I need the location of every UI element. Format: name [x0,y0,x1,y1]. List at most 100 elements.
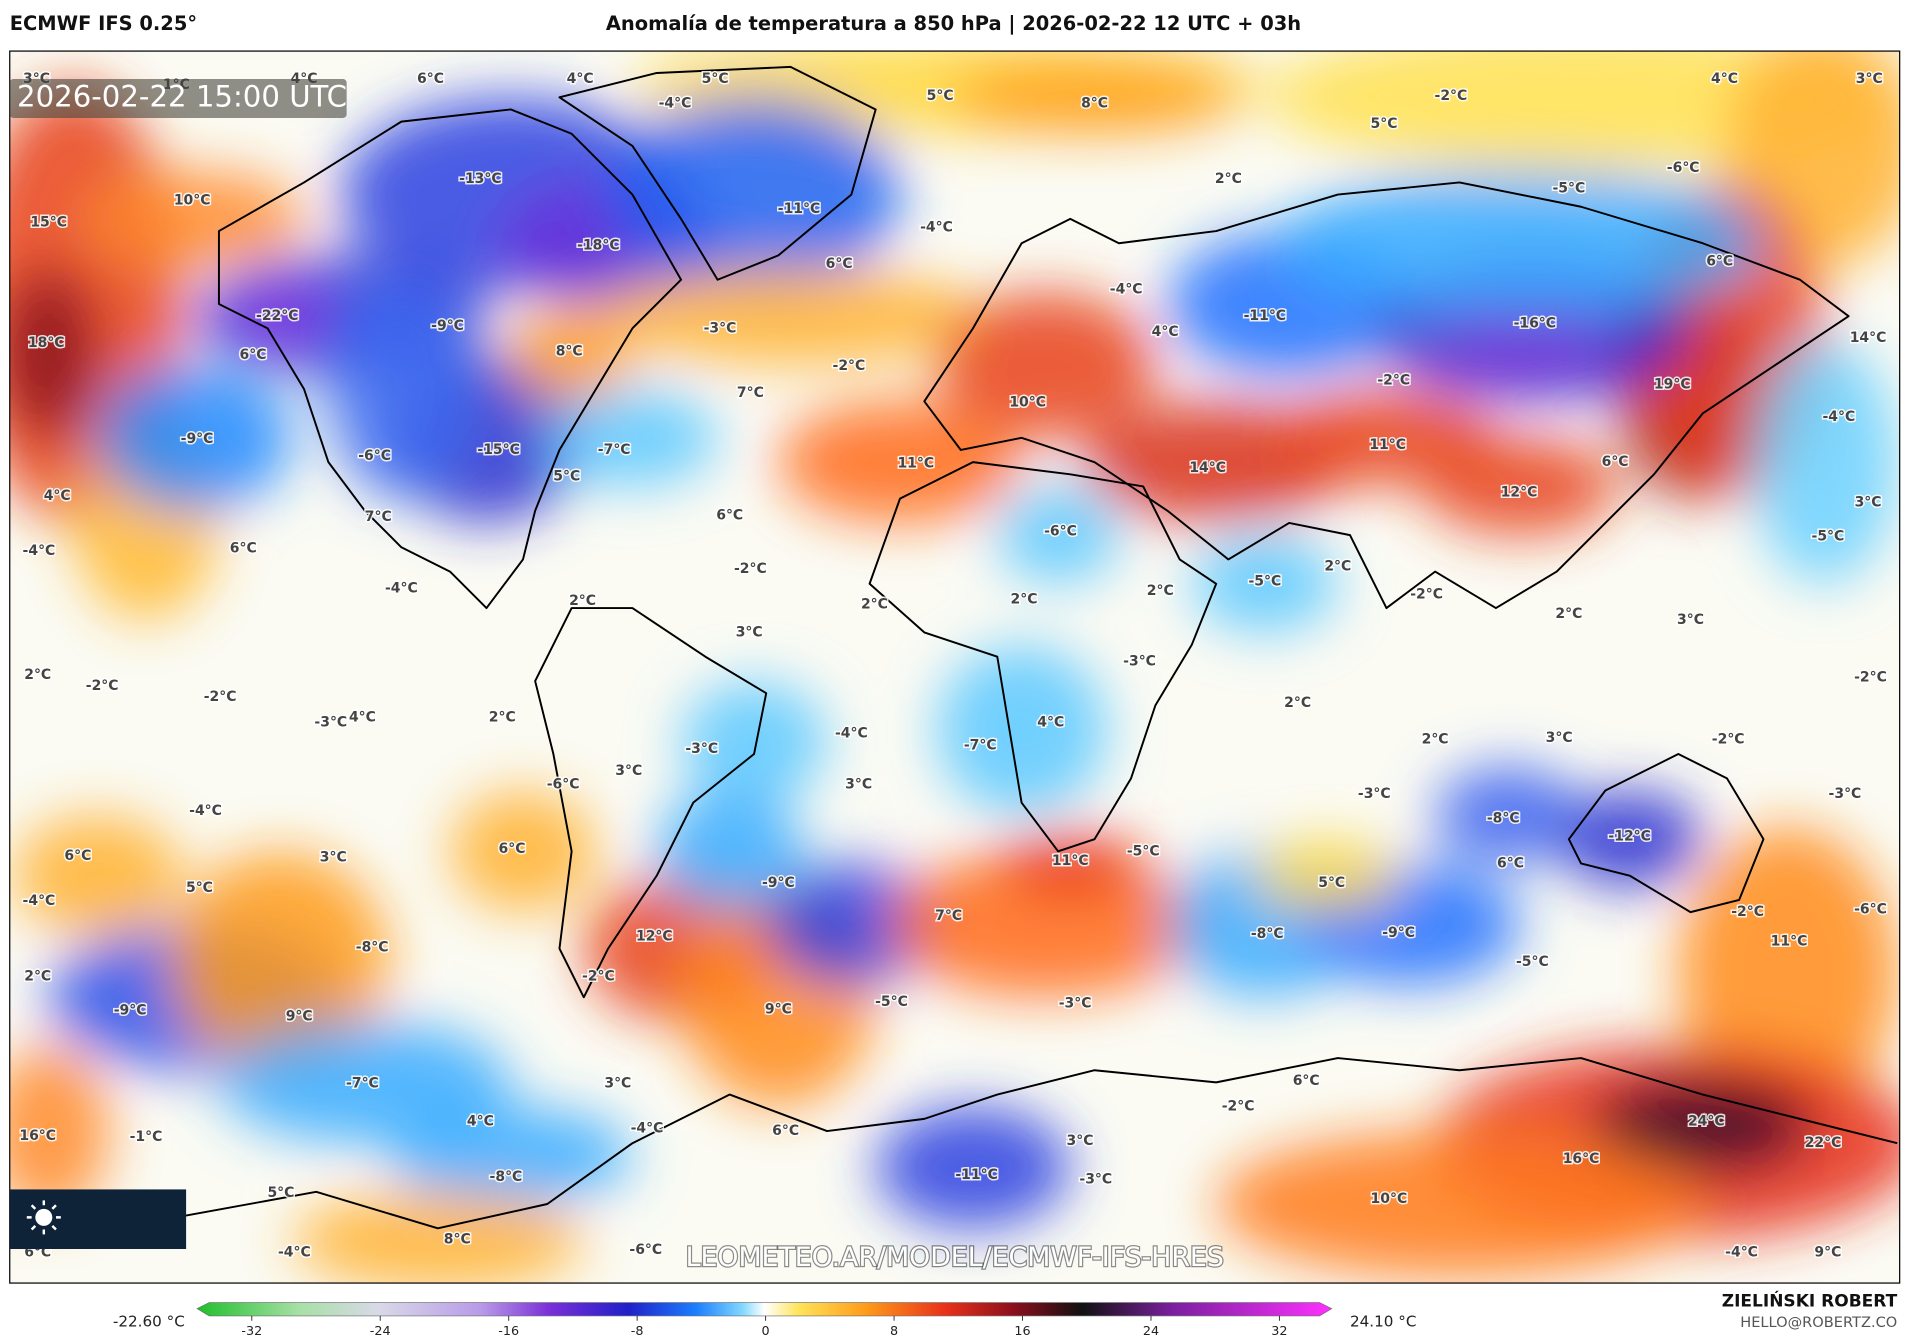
temperature-label: 4°C [467,1113,494,1129]
anomaly-blob [1277,170,1764,317]
anomaly-blob [97,364,292,511]
temperature-label: -11°C [1244,308,1286,324]
temperature-label: 10°C [1009,395,1046,411]
temperature-label: -22°C [256,308,298,324]
anomaly-field [9,51,1900,1284]
logo-sun [35,1208,53,1226]
temperature-label: 4°C [44,488,71,504]
temperature-label: -8°C [1251,926,1284,942]
anomaly-blob [389,1106,633,1205]
colorbar-tick-label: 16 [1014,1324,1030,1339]
temperature-label: -9°C [181,431,214,447]
temperature-label: -16°C [1514,316,1556,332]
temperature-label: 22°C [1805,1135,1842,1151]
temperature-label: -18°C [577,238,619,254]
temperature-label: -2°C [1435,88,1468,104]
timestamp: 2026-02-22 15:00 UTC [17,80,347,114]
temperature-label: -7°C [598,442,631,458]
temperature-label: -9°C [762,875,795,891]
colorbar-tick-label: -8 [631,1324,644,1339]
anomaly-blob [1435,766,1582,864]
temperature-label: 6°C [826,256,853,272]
logo [9,1189,187,1250]
temperature-label: 7°C [365,509,392,525]
colorbar-tick-label: 0 [762,1324,770,1339]
temperature-label: 10°C [1371,1191,1408,1207]
temperature-label: -6°C [1667,160,1700,176]
temperature-label: 11°C [1369,437,1406,453]
temperature-label: -2°C [582,969,615,985]
colorbar: -22.60 °C 24.10 °C -32 -24 -16 -8 0 8 16 24 32 [113,1302,1416,1339]
temperature-label: 16°C [1563,1151,1600,1167]
temperature-label: -4°C [23,893,56,909]
temperature-label: 6°C [1293,1073,1320,1089]
temperature-label: 3°C [1856,71,1883,87]
map: 3°C1°C6°C4°C5°C-4°C4°C5°C8°C-2°C5°C4°C3°… [9,51,1900,1284]
temperature-label: 3°C [1066,1133,1093,1149]
temperature-label: 4°C [1037,714,1064,730]
temperature-label: 11°C [1771,933,1808,949]
temperature-label: 8°C [1081,95,1108,111]
temperature-label: 2°C [489,710,516,726]
anomaly-blob [1593,1076,1813,1174]
temperature-label: -4°C [1725,1245,1758,1261]
temperature-label: -6°C [629,1242,662,1258]
temperature-label: -2°C [1731,904,1764,920]
temperature-label: 19°C [1654,376,1691,392]
temperature-label: 14°C [1189,460,1226,476]
watermark: LEOMETEO.AR/MODEL/ECMWF-IFS-HRES [686,1242,1224,1273]
temperature-label: 2°C [861,596,888,612]
temperature-label: -3°C [1079,1172,1112,1188]
temperature-label: 11°C [897,455,934,471]
temperature-label: -2°C [734,561,767,577]
temperature-label: -9°C [431,318,464,334]
temperature-label: -8°C [356,939,389,955]
anomaly-blob [1252,839,1399,913]
temperature-label: 6°C [1497,855,1524,871]
temperature-label: 12°C [636,928,673,944]
temperature-label: 4°C [567,71,594,87]
temperature-label: 2°C [569,593,596,609]
temperature-label: -7°C [964,738,997,754]
temperature-label: -3°C [1358,786,1391,802]
anomaly-blob [510,304,633,402]
temperature-label: -2°C [1377,373,1410,389]
anomaly-blob [450,790,596,913]
anomaly-blob [12,814,183,937]
anomaly-blob [1422,437,1618,536]
author: ZIELIŃSKI ROBERT [1722,1289,1898,1311]
anomaly-blob [778,401,1022,523]
temperature-label: -2°C [1410,587,1443,603]
temperature-label: 3°C [1855,494,1882,510]
temperature-label: -6°C [547,776,580,792]
temperature-label: -3°C [685,741,718,757]
temperature-label: 9°C [1814,1245,1841,1261]
temperature-label: 5°C [1318,875,1345,891]
temperature-label: 2°C [1324,559,1351,575]
temperature-label: -4°C [385,581,418,597]
temperature-label: 2°C [1422,731,1449,747]
anomaly-blob [328,279,475,499]
logo-rays [26,1200,61,1235]
temperature-label: 2°C [1215,171,1242,187]
temperature-label: -2°C [1222,1099,1255,1115]
anomaly-blob [1447,304,1594,378]
temperature-label: 14°C [1850,330,1887,346]
temperature-label: 3°C [845,776,872,792]
temperature-label: 2°C [1011,592,1038,608]
temperature-label: -3°C [1829,786,1862,802]
anomaly-blob [1751,340,1898,584]
temperature-label: -5°C [1552,181,1585,197]
temperature-label: -9°C [1382,925,1415,941]
temperature-label: 7°C [737,385,764,401]
temperature-label: -11°C [778,201,820,217]
temperature-label: 8°C [444,1231,471,1247]
temperature-label: 3°C [736,624,763,640]
temperature-label: -3°C [1059,995,1092,1011]
coastlines [182,65,1898,1230]
temperature-label: 5°C [702,71,729,87]
temperature-label: -5°C [1516,954,1549,970]
temperature-label: -2°C [833,358,866,374]
temperature-label: -3°C [704,320,737,336]
